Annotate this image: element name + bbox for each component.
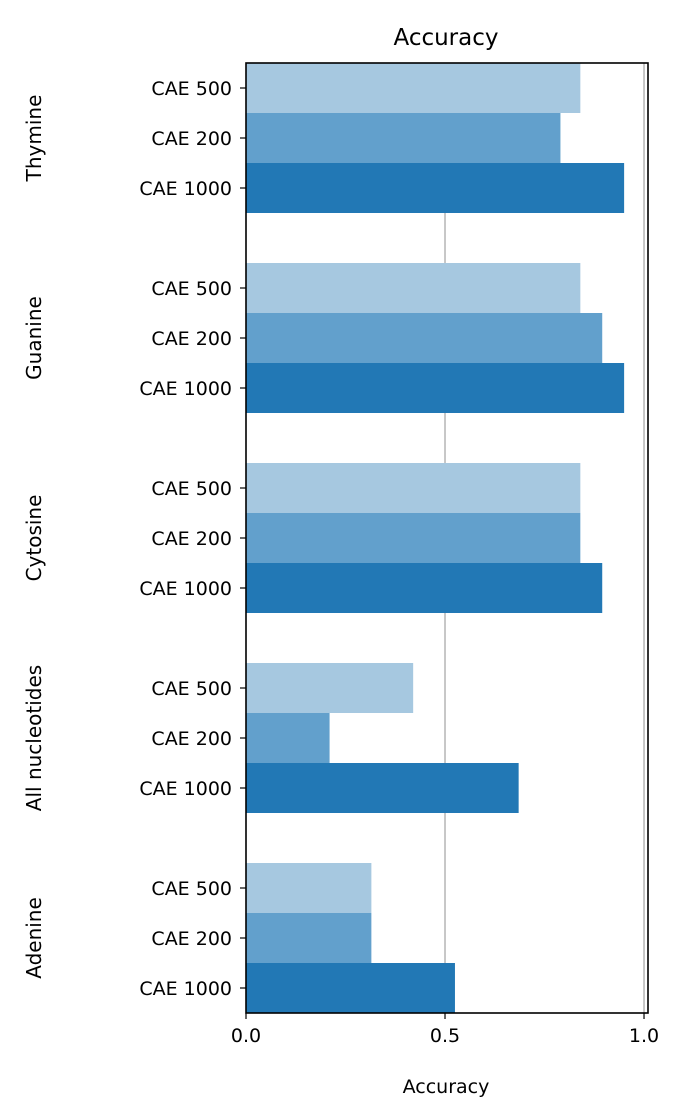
x-axis-label: Accuracy bbox=[403, 1076, 490, 1098]
y-tick-label: CAE 1000 bbox=[139, 778, 232, 800]
labels: CAE 500 CAE 200 CAE 1000 Thymine CAE 500 CAE … bbox=[22, 78, 659, 1047]
bar-all-nucleotides-cae-1000 bbox=[246, 763, 519, 813]
y-tick-label: CAE 500 bbox=[151, 678, 232, 700]
y-tick-label: CAE 1000 bbox=[139, 378, 232, 400]
bar-thymine-cae-1000 bbox=[246, 163, 625, 213]
bar-thymine-cae-200 bbox=[246, 113, 561, 163]
bar-thymine-cae-500 bbox=[246, 63, 581, 113]
y-tick-label: CAE 200 bbox=[151, 528, 232, 550]
y-tick-label: CAE 1000 bbox=[139, 578, 232, 600]
y-tick-label: CAE 1000 bbox=[139, 178, 232, 200]
bar-guanine-cae-200 bbox=[246, 313, 603, 363]
chart-title: Accuracy bbox=[393, 25, 498, 51]
y-tick-label: CAE 1000 bbox=[139, 978, 232, 1000]
bar-adenine-cae-200 bbox=[246, 913, 372, 963]
bar-cytosine-cae-1000 bbox=[246, 563, 603, 613]
bar-adenine-cae-500 bbox=[246, 863, 372, 913]
y-tick-label: CAE 200 bbox=[151, 728, 232, 750]
bar-cytosine-cae-500 bbox=[246, 463, 581, 513]
bar-adenine-cae-1000 bbox=[246, 963, 455, 1013]
bar-all-nucleotides-cae-500 bbox=[246, 663, 414, 713]
group-label-cytosine: Cytosine bbox=[22, 495, 46, 582]
bars bbox=[246, 63, 625, 1013]
x-tick-label: 1.0 bbox=[629, 1025, 659, 1047]
bar-all-nucleotides-cae-200 bbox=[246, 713, 330, 763]
bar-guanine-cae-500 bbox=[246, 263, 581, 313]
bar-guanine-cae-1000 bbox=[246, 363, 625, 413]
y-tick-label: CAE 500 bbox=[151, 78, 232, 100]
bar-cytosine-cae-200 bbox=[246, 513, 581, 563]
group-label-all-nucleotides: All nucleotides bbox=[22, 665, 46, 811]
y-tick-label: CAE 200 bbox=[151, 128, 232, 150]
y-tick-label: CAE 500 bbox=[151, 278, 232, 300]
x-tick-label: 0.0 bbox=[231, 1025, 261, 1047]
y-tick-label: CAE 500 bbox=[151, 878, 232, 900]
group-label-guanine: Guanine bbox=[22, 296, 46, 380]
plot-frame bbox=[245, 62, 649, 1014]
group-label-adenine: Adenine bbox=[22, 897, 46, 979]
group-label-thymine: Thymine bbox=[22, 95, 46, 183]
y-tick-label: CAE 200 bbox=[151, 328, 232, 350]
y-tick-label: CAE 200 bbox=[151, 928, 232, 950]
y-tick-label: CAE 500 bbox=[151, 478, 232, 500]
x-tick-label: 0.5 bbox=[430, 1025, 460, 1047]
axes bbox=[240, 62, 649, 1019]
